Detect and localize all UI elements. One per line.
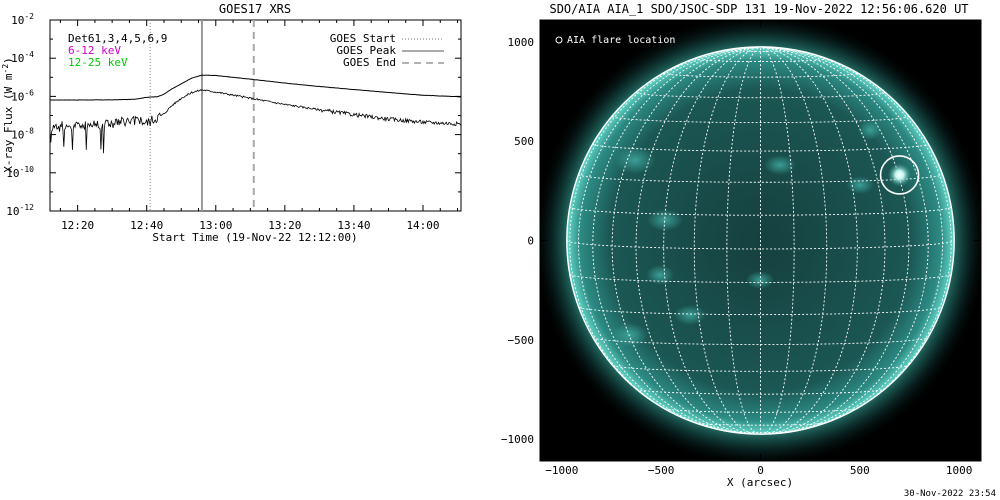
goes-series-group xyxy=(50,74,461,154)
goes-series-line-short xyxy=(50,89,461,154)
aia-x-tick-label: 0 xyxy=(757,464,764,477)
goes-x-tick-label: 12:20 xyxy=(61,219,94,232)
longitude-line xyxy=(760,46,943,433)
longitude-line xyxy=(760,46,886,435)
latitude-line xyxy=(636,388,885,395)
latitude-line xyxy=(569,206,952,216)
flare-legend-icon xyxy=(555,36,563,44)
aia-y-tick-label: −500 xyxy=(508,334,535,347)
goes-x-tick-label: 14:00 xyxy=(406,219,439,232)
flare-brightening xyxy=(887,162,912,187)
goes-event-markers xyxy=(149,20,255,211)
longitude-line xyxy=(663,46,761,435)
goes-y-tick-label: 10-10 xyxy=(6,165,34,180)
goes-x-axis-label: Start Time (19-Nov-22 12:12:00) xyxy=(152,231,357,244)
longitude-line xyxy=(693,46,761,435)
goes-chart: GOES17 XRS 12:20 12:40 13:00 13:20 13:40 14:0… xyxy=(1,2,462,244)
legend-goes-start: GOES Start xyxy=(330,32,396,45)
legend-detectors: Det61,3,4,5,6,9 xyxy=(68,32,167,45)
longitude-line xyxy=(760,46,858,435)
latitude-line xyxy=(578,306,943,316)
goes-x-tick-label: 13:40 xyxy=(337,219,370,232)
aia-image-chart: SDO/AIA AIA_1 SDO/JSOC-SDP 131 19-Nov-20… xyxy=(501,2,982,489)
aia-y-tick-label: 500 xyxy=(514,135,534,148)
aia-y-tick-label: 0 xyxy=(527,235,534,248)
legend-6-12-kev: 6-12 keV xyxy=(68,44,121,57)
flare-legend-label: AIA flare location xyxy=(567,35,675,46)
goes-y-tick-label: 10-8 xyxy=(11,127,34,142)
longitude-line xyxy=(578,46,761,433)
goes-y-tick-label: 10-2 xyxy=(11,12,34,27)
latitude-line xyxy=(569,274,952,283)
footer-timestamp: 30-Nov-2022 23:54 xyxy=(904,489,996,499)
longitude-line xyxy=(592,46,761,434)
longitude-line xyxy=(635,46,761,435)
aia-x-tick-label: 1000 xyxy=(946,464,973,477)
goes-series-line-long xyxy=(50,74,461,101)
goes-y-tick-label: 10-12 xyxy=(6,203,34,218)
longitude-line xyxy=(760,46,828,435)
longitude-line xyxy=(760,46,795,435)
goes-y-tick-label: 10-4 xyxy=(11,50,34,65)
aia-x-tick-label: −500 xyxy=(648,464,675,477)
goes-x-tick-label: 12:40 xyxy=(130,219,163,232)
latitude-line xyxy=(693,58,828,63)
longitude-line xyxy=(726,46,761,435)
aia-y-tick-label: −1000 xyxy=(501,433,534,446)
goes-chart-title: GOES17 XRS xyxy=(219,2,291,16)
goes-y-axis-label: X-ray Flux (W m-2) xyxy=(1,57,15,173)
goes-y-tick-label: 10-6 xyxy=(11,88,34,103)
goes-axis-ticks: 12:20 12:40 13:00 13:20 13:40 14:00 10-2 10-4 10… xyxy=(6,12,461,232)
aia-y-tick-label: 1000 xyxy=(508,36,535,49)
longitude-line xyxy=(760,46,929,434)
aia-x-tick-label: 500 xyxy=(850,464,870,477)
aia-chart-title: SDO/AIA AIA_1 SDO/JSOC-SDP 131 19-Nov-20… xyxy=(549,2,968,16)
legend-goes-end: GOES End xyxy=(343,56,396,69)
legend-12-25-kev: 12-25 keV xyxy=(68,56,128,69)
aia-axis-ticks: −1000 −500 0 500 1000 −1000 −500 0 500 1000 xyxy=(501,20,981,477)
aia-x-tick-label: −1000 xyxy=(545,464,578,477)
goes-x-tick-label: 13:00 xyxy=(199,219,232,232)
legend-goes-peak: GOES Peak xyxy=(336,44,396,57)
goes-x-tick-label: 13:20 xyxy=(268,219,301,232)
aia-x-axis-label: X (arcsec) xyxy=(727,476,793,489)
solar-limb xyxy=(566,46,955,435)
latitude-line xyxy=(612,364,909,372)
flare-location-circle xyxy=(879,155,920,195)
